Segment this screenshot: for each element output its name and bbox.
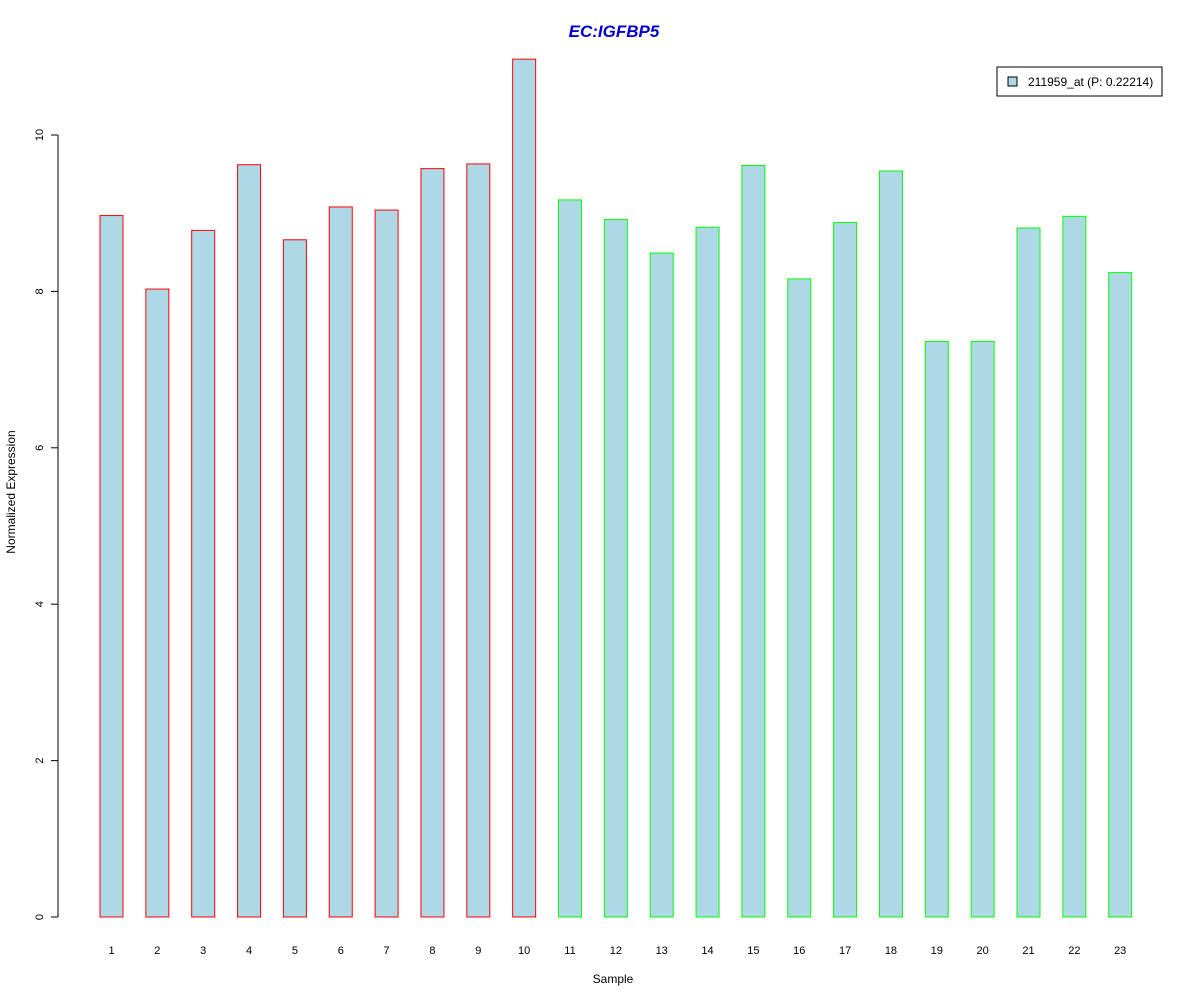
x-tick-label: 2 [154, 945, 160, 957]
legend: 211959_at (P: 0.22214) [996, 66, 1163, 97]
x-tick-label: 22 [1068, 945, 1080, 957]
bar [1062, 215, 1087, 918]
bar [1108, 272, 1133, 918]
bar [191, 229, 216, 918]
bar [466, 163, 491, 918]
x-tick-label: 16 [793, 945, 805, 957]
bar [833, 222, 858, 918]
x-tick-label: 6 [338, 945, 344, 957]
bar [603, 218, 628, 918]
x-tick-label: 19 [931, 945, 943, 957]
x-tick-label: 17 [839, 945, 851, 957]
x-tick-label: 7 [384, 945, 390, 957]
y-tick-label: 2 [34, 758, 46, 764]
bar [145, 288, 170, 918]
y-tick-label: 6 [34, 445, 46, 451]
x-tick-label: 4 [246, 945, 252, 957]
bars-group [99, 58, 1133, 918]
x-tick-label: 21 [1022, 945, 1034, 957]
x-tick-label: 18 [885, 945, 897, 957]
x-axis-label: Sample [593, 972, 634, 986]
y-tick-label: 8 [34, 288, 46, 294]
y-tick-label: 10 [34, 129, 46, 141]
legend-box [996, 66, 1163, 97]
bar [558, 199, 582, 918]
x-tick-label: 12 [610, 945, 622, 957]
y-axis-label: Normalized Expression [4, 430, 18, 553]
bar [924, 340, 949, 918]
bar [420, 168, 445, 918]
bar [374, 209, 399, 918]
x-tick-label: 13 [656, 945, 668, 957]
x-tick-label: 1 [108, 945, 114, 957]
x-tick-label: 14 [701, 945, 713, 957]
y-axis: 0 2 4 6 8 10 [34, 129, 59, 920]
x-tick-label: 20 [977, 945, 989, 957]
x-tick-label: 3 [200, 945, 206, 957]
y-tick-label: 4 [34, 601, 46, 607]
bar [970, 340, 995, 918]
x-tick-label: 23 [1114, 945, 1126, 957]
y-tick-label: 0 [34, 914, 46, 920]
bar [649, 252, 674, 918]
bar [695, 226, 720, 918]
x-tick-label: 15 [747, 945, 759, 957]
bar [741, 164, 766, 918]
legend-label: 211959_at (P: 0.22214) [1028, 75, 1153, 89]
bar [99, 215, 124, 918]
x-tick-label: 8 [429, 945, 435, 957]
bar [328, 206, 353, 918]
bar [282, 239, 307, 918]
bar [237, 164, 262, 918]
x-tick-label: 5 [292, 945, 298, 957]
bar [878, 170, 903, 918]
x-tick-label: 10 [518, 945, 530, 957]
bar [1016, 227, 1041, 918]
bar [512, 58, 537, 918]
legend-swatch [1007, 76, 1018, 87]
chart-title: EC:IGFBP5 [569, 22, 660, 41]
x-tick-labels: 1 2 3 4 5 6 7 8 9 10 11 12 13 14 15 16 17 18 19 20 21 22 23 [108, 945, 1126, 957]
x-tick-label: 11 [564, 945, 575, 957]
bar [787, 278, 812, 918]
x-tick-label: 9 [475, 945, 481, 957]
